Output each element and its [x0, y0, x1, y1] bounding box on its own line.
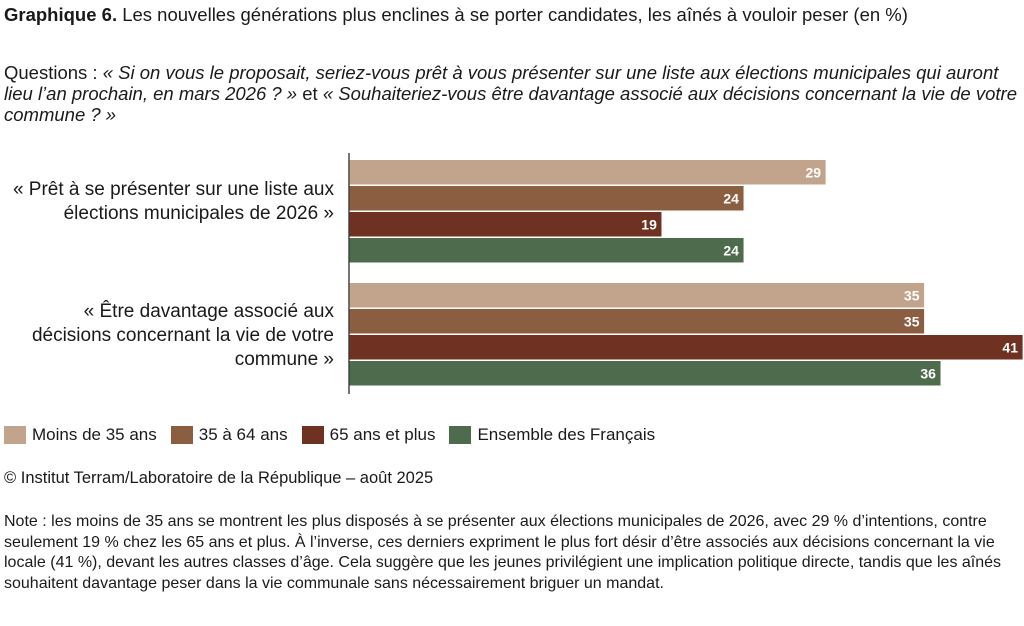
- bar-value-label: 24: [723, 242, 739, 258]
- chart-title: Graphique 6. Les nouvelles générations p…: [4, 4, 1014, 26]
- questions-mid: et: [302, 83, 318, 104]
- bar-association-series-3: [349, 361, 941, 386]
- bar-candidature-series-2: [349, 212, 662, 237]
- bar-candidature-series-1: [349, 186, 744, 211]
- bar-value-label: 35: [904, 313, 920, 329]
- bar-value-label: 29: [805, 164, 821, 180]
- legend-item-65-plus: 65 ans et plus: [301, 425, 436, 445]
- chart-title-text: Les nouvelles générations plus enclines …: [122, 4, 908, 25]
- legend-label: Ensemble des Français: [477, 425, 656, 444]
- legend-label: 35 à 64 ans: [198, 425, 288, 444]
- bar-value-label: 36: [920, 365, 936, 381]
- legend-swatch: [170, 426, 193, 444]
- legend-swatch: [301, 426, 324, 444]
- legend-item-moins-35: Moins de 35 ans: [4, 425, 157, 445]
- bar-association-series-0: [349, 283, 925, 308]
- bar-association-series-1: [349, 309, 925, 334]
- chart-note: Note : les moins de 35 ans se montrent l…: [4, 513, 1002, 592]
- legend-swatch: [449, 426, 472, 444]
- source-credit: © Institut Terram/Laboratoire de la Répu…: [4, 469, 434, 487]
- legend-item-ensemble: Ensemble des Français: [449, 425, 655, 445]
- bar-value-label: 41: [1002, 339, 1018, 355]
- bar-candidature-series-0: [349, 160, 826, 185]
- category-label-candidature: « Prêt à se présenter sur une liste aux …: [12, 179, 334, 224]
- chart-title-number: Graphique 6.: [4, 4, 118, 25]
- category-label-association: « Être davantage associé aux décisions c…: [31, 301, 334, 370]
- bar-candidature-series-3: [349, 238, 744, 263]
- question-1: « Si on vous le proposait, seriez-vous p…: [4, 62, 999, 104]
- bar-value-label: 24: [723, 190, 739, 206]
- questions-text: Questions : « Si on vous le proposait, s…: [4, 62, 1019, 125]
- bar-value-label: 35: [904, 287, 920, 303]
- question-2: « Souhaiteriez-vous être davantage assoc…: [4, 83, 1017, 125]
- legend-label: 65 ans et plus: [329, 425, 436, 444]
- legend-swatch: [4, 426, 26, 444]
- legend-item-35-64: 35 à 64 ans: [170, 425, 288, 445]
- legend-label: Moins de 35 ans: [32, 425, 157, 444]
- bar-chart: 29 24 19 24 35 35 41 36: [348, 153, 1023, 394]
- bar-association-series-2: [349, 335, 1023, 360]
- questions-prefix: Questions :: [4, 62, 98, 83]
- bar-value-label: 19: [641, 216, 657, 232]
- chart-legend: Moins de 35 ans 35 à 64 ans 65 ans et pl…: [4, 424, 669, 446]
